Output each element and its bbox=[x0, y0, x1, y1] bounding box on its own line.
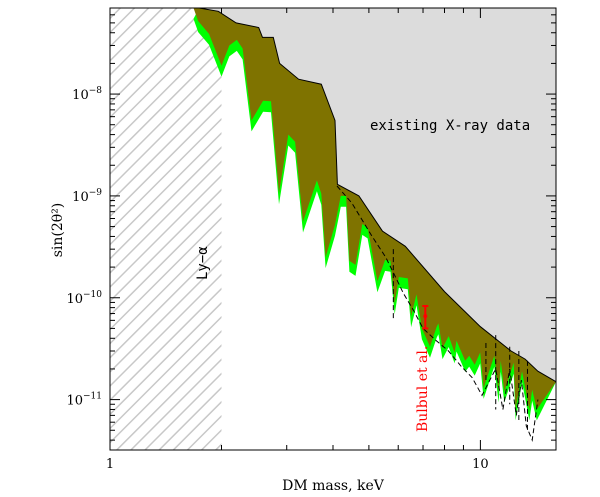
dashed-curve bbox=[336, 185, 539, 442]
plot-area bbox=[110, 8, 556, 450]
xray-annotation: existing X-ray data bbox=[370, 118, 530, 134]
x-tick-label: 10 bbox=[472, 457, 489, 472]
xray-boundary-line bbox=[199, 8, 556, 383]
x-tick-label: 1 bbox=[106, 457, 114, 472]
y-tick-label: 10−8 bbox=[72, 86, 102, 103]
y-axis-label: sin(2θ²) bbox=[50, 203, 66, 258]
axis-ticks bbox=[109, 7, 556, 450]
bulbul-annotation: Bulbul et al. bbox=[415, 346, 431, 432]
y-tick-label: 10−10 bbox=[66, 290, 102, 307]
axis-tick-labels: 1 10 10−8 10−9 10−10 10−11 bbox=[66, 86, 488, 472]
olive-band-area bbox=[193, 8, 556, 410]
lya-annotation: Ly−α bbox=[195, 246, 211, 280]
dashed-spikes bbox=[392, 249, 528, 431]
bulbul-point-marker bbox=[423, 314, 428, 319]
y-tick-label: 10−9 bbox=[72, 188, 102, 205]
lya-hatch-region bbox=[110, 8, 222, 450]
y-tick-label: 10−11 bbox=[66, 392, 102, 409]
xray-exclusion-area bbox=[199, 8, 556, 382]
bulbul-data-point bbox=[422, 304, 429, 330]
x-axis-label: DM mass, keV bbox=[282, 478, 385, 494]
